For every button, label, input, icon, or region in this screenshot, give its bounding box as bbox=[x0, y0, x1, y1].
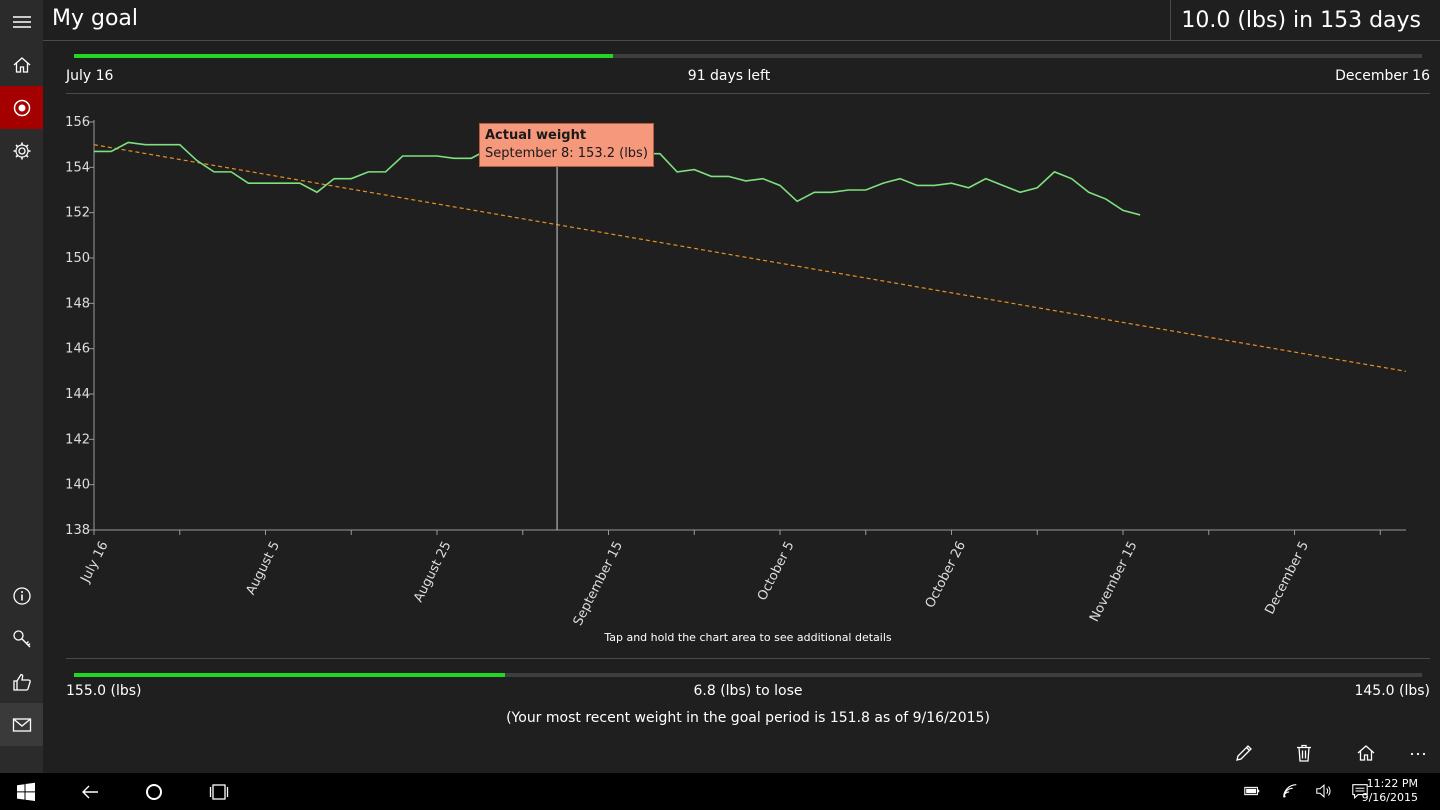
x-tick-label: August 5 bbox=[243, 539, 283, 597]
page-header: My goal 10.0 (lbs) in 153 days bbox=[43, 0, 1440, 41]
y-tick-label: 154 bbox=[65, 160, 90, 175]
x-tick-label: July 16 bbox=[78, 539, 112, 586]
y-tick-label: 142 bbox=[65, 432, 90, 447]
wifi-icon bbox=[1283, 784, 1297, 798]
tooltip-text: September 8: 153.2 (lbs) bbox=[485, 146, 648, 161]
cortana-button[interactable] bbox=[134, 777, 174, 807]
x-tick-label: October 5 bbox=[755, 539, 798, 603]
more-button[interactable] bbox=[1403, 738, 1433, 768]
delete-button[interactable] bbox=[1289, 738, 1319, 768]
action-center-tray[interactable] bbox=[1350, 781, 1370, 801]
x-tick-label: September 15 bbox=[571, 539, 626, 628]
clock-time: 11:22 PM bbox=[1366, 777, 1418, 790]
home-icon bbox=[1357, 745, 1375, 761]
battery-tray[interactable] bbox=[1242, 781, 1262, 801]
volume-tray[interactable] bbox=[1314, 781, 1334, 801]
sidebar bbox=[0, 0, 43, 773]
notifications-icon bbox=[1352, 784, 1368, 799]
divider-top bbox=[66, 93, 1430, 94]
info-icon bbox=[12, 586, 31, 605]
y-tick-label: 152 bbox=[65, 206, 90, 221]
nav-key-button[interactable] bbox=[0, 617, 43, 660]
goal-end-date: December 16 bbox=[1335, 68, 1430, 84]
recent-weight-note: (Your most recent weight in the goal per… bbox=[506, 710, 990, 726]
x-tick-label: August 25 bbox=[411, 539, 454, 605]
y-tick-label: 148 bbox=[65, 296, 90, 311]
back-arrow-icon bbox=[82, 785, 98, 799]
target-weight: 145.0 (lbs) bbox=[1354, 683, 1430, 699]
appbar-home-button[interactable] bbox=[1351, 738, 1381, 768]
trash-icon bbox=[1297, 744, 1311, 762]
task-view-icon bbox=[209, 784, 229, 800]
clock[interactable]: 11:22 PM 9/16/2015 bbox=[1362, 777, 1418, 805]
x-tick-label: December 5 bbox=[1262, 539, 1312, 617]
y-tick-label: 140 bbox=[65, 478, 90, 493]
goal-summary: 10.0 (lbs) in 153 days bbox=[1170, 0, 1440, 40]
weight-chart[interactable]: 156 154 152 150 148 146 144 142 140 138 July 16 Aug… bbox=[0, 95, 1440, 655]
weight-to-lose: 6.8 (lbs) to lose bbox=[693, 683, 803, 699]
chart-hint: Tap and hold the chart area to see addit… bbox=[604, 631, 892, 644]
thumbs-up-icon bbox=[12, 673, 31, 691]
weight-progress-fill bbox=[74, 673, 506, 677]
divider-bottom bbox=[66, 658, 1430, 659]
y-tick-label: 138 bbox=[65, 523, 90, 538]
cortana-circle-icon bbox=[146, 784, 162, 800]
home-icon bbox=[13, 56, 30, 73]
goal-trend-line bbox=[93, 144, 1407, 372]
y-tick-label: 156 bbox=[65, 115, 90, 130]
back-button[interactable] bbox=[70, 777, 110, 807]
tooltip-title: Actual weight bbox=[485, 128, 587, 143]
task-view-button[interactable] bbox=[199, 777, 239, 807]
speaker-icon bbox=[1316, 783, 1331, 799]
y-tick-label: 150 bbox=[65, 251, 90, 266]
y-tick-label: 144 bbox=[65, 387, 90, 402]
edit-button[interactable] bbox=[1229, 738, 1259, 768]
x-tick-label: October 26 bbox=[923, 539, 969, 611]
goal-target-icon bbox=[13, 99, 30, 116]
time-progress-fill bbox=[74, 54, 614, 58]
nav-rate-button[interactable] bbox=[0, 660, 43, 703]
nav-goal-button[interactable] bbox=[0, 86, 43, 129]
hamburger-menu-icon bbox=[12, 15, 31, 28]
chart-tooltip: Actual weight September 8: 153.2 (lbs) bbox=[479, 123, 654, 167]
days-left: 91 days left bbox=[687, 68, 771, 84]
nav-home-button[interactable] bbox=[0, 43, 43, 86]
nav-settings-button[interactable] bbox=[0, 129, 43, 172]
clock-date: 9/16/2015 bbox=[1361, 791, 1418, 804]
windows-logo-icon bbox=[17, 782, 35, 801]
hamburger-menu-button[interactable] bbox=[0, 0, 43, 43]
taskbar: 11:22 PM 9/16/2015 bbox=[0, 773, 1440, 810]
nav-info-button[interactable] bbox=[0, 574, 43, 617]
goal-start-date: July 16 bbox=[66, 68, 114, 84]
x-tick-label: November 15 bbox=[1087, 539, 1140, 624]
key-icon bbox=[12, 629, 30, 647]
pencil-icon bbox=[1236, 745, 1252, 761]
y-tick-label: 146 bbox=[65, 342, 90, 357]
page-title: My goal bbox=[52, 6, 139, 31]
more-icon bbox=[1410, 752, 1426, 756]
nav-mail-button[interactable] bbox=[0, 703, 43, 746]
start-button[interactable] bbox=[6, 777, 46, 807]
settings-gear-icon bbox=[13, 142, 30, 159]
mail-icon bbox=[12, 717, 31, 732]
battery-icon bbox=[1244, 786, 1260, 796]
start-weight: 155.0 (lbs) bbox=[66, 683, 142, 699]
time-progress-bar bbox=[74, 54, 1422, 58]
network-tray[interactable] bbox=[1280, 781, 1300, 801]
weight-progress-bar bbox=[74, 673, 1422, 677]
